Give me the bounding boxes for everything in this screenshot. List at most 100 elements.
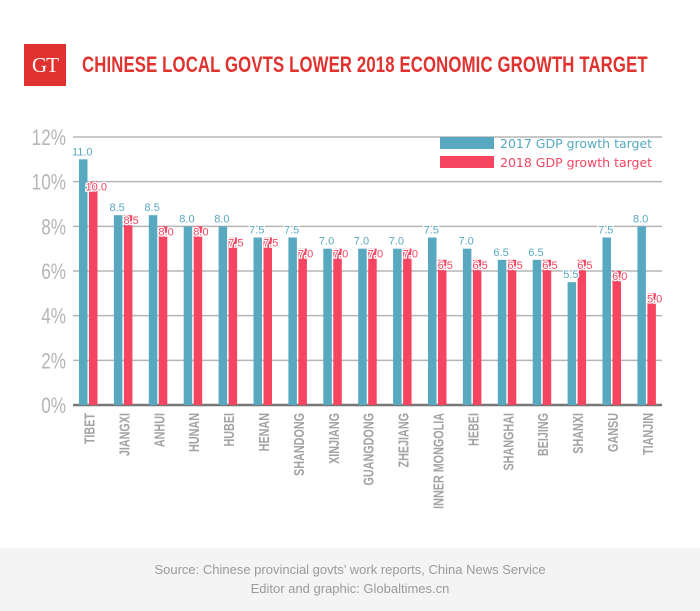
bar-2017 bbox=[253, 237, 262, 405]
footer: Source: Chinese provincial govts’ work r… bbox=[0, 548, 700, 611]
value-label: 7.5 bbox=[263, 238, 278, 250]
value-label: 7.5 bbox=[424, 225, 439, 237]
y-tick-label: 4% bbox=[41, 305, 66, 330]
bar-2017 bbox=[567, 282, 577, 405]
bar-2017 bbox=[532, 259, 542, 405]
x-tick-label: GANSU bbox=[604, 413, 621, 452]
bars bbox=[79, 159, 656, 405]
legend-label-2018: 2018 GDP growth target bbox=[500, 155, 652, 170]
x-tick-label: SHANDONG bbox=[290, 413, 307, 476]
value-label: 6.0 bbox=[612, 271, 627, 283]
value-label: 7.0 bbox=[354, 236, 369, 248]
x-tick-label: ZHEJIANG bbox=[395, 413, 412, 468]
y-tick-label: 12% bbox=[32, 126, 66, 151]
x-tick-label: HUBEI bbox=[220, 413, 237, 447]
bar-2017 bbox=[323, 248, 332, 405]
legend-swatch-2017 bbox=[440, 137, 494, 149]
bar-2018 bbox=[298, 248, 307, 405]
bar-2017 bbox=[79, 159, 88, 405]
x-tick-label: SHANXI bbox=[569, 413, 586, 454]
bar-2017 bbox=[358, 248, 367, 405]
chart-title: CHINESE LOCAL GOVTS LOWER 2018 ECONOMIC … bbox=[82, 52, 648, 77]
value-label: 7.0 bbox=[333, 249, 348, 261]
legend-swatch-2018 bbox=[440, 156, 494, 168]
bar-2018 bbox=[158, 226, 168, 405]
value-label: 7.0 bbox=[403, 249, 418, 261]
value-label: 6.5 bbox=[473, 260, 488, 272]
x-tick-label: ANHUI bbox=[151, 413, 168, 447]
value-label: 8.0 bbox=[193, 226, 208, 238]
bar-2018 bbox=[193, 226, 203, 405]
y-tick-label: 10% bbox=[32, 171, 66, 196]
bar-2017 bbox=[497, 259, 507, 405]
legend-label-2017: 2017 GDP growth target bbox=[500, 136, 652, 151]
value-label: 11.0 bbox=[72, 146, 93, 158]
bar-2018 bbox=[577, 259, 587, 405]
bar-2017 bbox=[113, 215, 123, 405]
x-tick-label: TIBET bbox=[81, 413, 98, 444]
value-label: 6.5 bbox=[577, 260, 592, 272]
bar-2018 bbox=[263, 237, 272, 405]
value-label: 6.5 bbox=[493, 247, 508, 259]
x-axis-ticks: TIBET JIANGXI ANHUI HUNAN HUBEI HENAN SHANDONG… bbox=[81, 413, 657, 509]
value-labels: 11.010.08.58.58.58.08.08.08.07.57.57.57.… bbox=[71, 145, 664, 306]
bar-2018 bbox=[368, 248, 377, 405]
x-tick-label: HUNAN bbox=[185, 413, 202, 452]
gridlines bbox=[73, 136, 662, 407]
x-tick-label: HEBEI bbox=[465, 413, 482, 446]
bar-2017 bbox=[218, 226, 228, 405]
x-tick-label: INNER MONGOLIA bbox=[430, 413, 447, 509]
value-label: 10.0 bbox=[86, 182, 107, 194]
x-tick-label: JIANGXI bbox=[116, 413, 133, 456]
value-label: 8.0 bbox=[214, 213, 229, 225]
gt-logo: GT bbox=[24, 44, 66, 86]
bar-2018 bbox=[228, 237, 238, 405]
value-label: 7.0 bbox=[298, 249, 313, 261]
value-label: 7.0 bbox=[319, 236, 334, 248]
bar-2017 bbox=[462, 248, 472, 405]
bar-2017 bbox=[148, 215, 158, 405]
value-label: 8.0 bbox=[158, 226, 173, 238]
bar-2017 bbox=[428, 237, 437, 405]
bar-2018 bbox=[542, 259, 552, 405]
value-label: 6.5 bbox=[528, 247, 543, 259]
value-label: 7.5 bbox=[228, 238, 243, 250]
value-label: 6.5 bbox=[542, 260, 557, 272]
bar-2018 bbox=[647, 293, 656, 405]
value-label: 8.0 bbox=[179, 213, 194, 225]
bar-2017 bbox=[637, 226, 646, 405]
x-tick-label: SHANGHAI bbox=[500, 413, 517, 471]
y-tick-label: 0% bbox=[41, 394, 66, 419]
legend: 2017 GDP growth target 2018 GDP growth ta… bbox=[440, 136, 652, 170]
bar-2017 bbox=[393, 248, 402, 405]
value-label: 8.5 bbox=[124, 215, 139, 227]
bar-2018 bbox=[472, 259, 482, 405]
x-tick-label: GUANGDONG bbox=[360, 413, 377, 485]
bar-2017 bbox=[288, 237, 297, 405]
value-label: 7.5 bbox=[249, 225, 264, 237]
bar-2018 bbox=[123, 215, 133, 405]
x-tick-label: HENAN bbox=[255, 413, 272, 451]
x-tick-label: TIANJIN bbox=[639, 413, 656, 455]
value-label: 7.0 bbox=[368, 249, 383, 261]
bar-2018 bbox=[89, 181, 98, 405]
value-label: 8.5 bbox=[144, 202, 159, 214]
bar-2018 bbox=[612, 271, 621, 405]
bar-2018 bbox=[403, 248, 412, 405]
source-note: Source: Chinese provincial govts’ work r… bbox=[154, 562, 546, 577]
bar-2018 bbox=[438, 259, 447, 405]
credit-note: Editor and graphic: Globaltimes.cn bbox=[250, 581, 450, 596]
value-label: 7.0 bbox=[389, 236, 404, 248]
value-label: 6.5 bbox=[438, 260, 453, 272]
header: GT CHINESE LOCAL GOVTS LOWER 2018 ECONOM… bbox=[0, 0, 700, 110]
x-tick-label: XINJIANG bbox=[325, 413, 342, 464]
bar-2018 bbox=[507, 259, 517, 405]
bar-2017 bbox=[602, 237, 611, 405]
value-label: 6.5 bbox=[507, 260, 522, 272]
value-label: 7.5 bbox=[284, 225, 299, 237]
value-label: 8.0 bbox=[633, 213, 648, 225]
bar-2018 bbox=[333, 248, 342, 405]
y-tick-label: 2% bbox=[41, 349, 66, 374]
value-label: 7.0 bbox=[459, 236, 474, 248]
bar-2017 bbox=[183, 226, 193, 405]
